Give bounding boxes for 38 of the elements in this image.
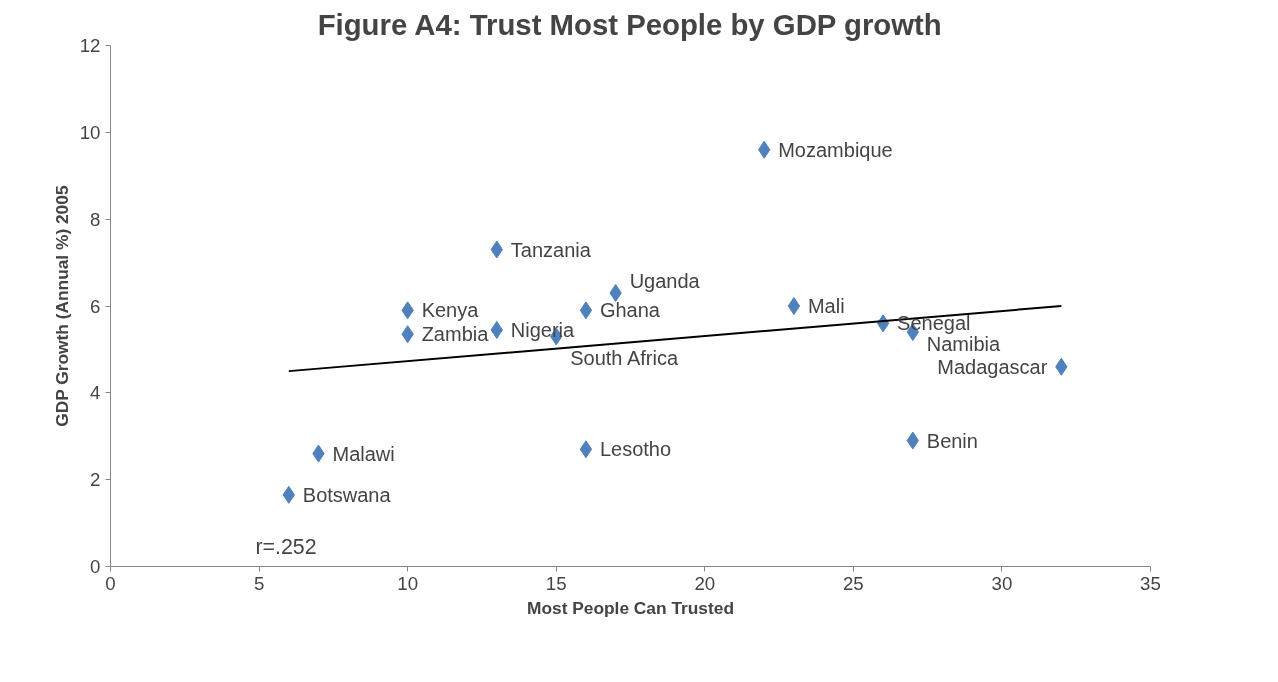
x-tick-label: 10 [397,572,419,594]
annotation: Malawi [332,442,395,465]
x-tick-label: 20 [694,572,716,594]
annotation: Kenya [421,299,480,322]
y-tick-label: 6 [90,295,101,317]
point [787,297,801,315]
y-tick-label: 0 [90,556,101,577]
annotation: Uganda [629,269,701,292]
x-tick-label: 0 [105,572,116,594]
y-tick-label: 10 [79,121,101,143]
chart-title: Figure A4: Trust Most People by GDP growth [317,7,942,41]
annotation: Mozambique [778,138,893,161]
y-tick-label: 4 [90,382,101,404]
annotation: Benin [926,429,978,452]
annotation: Senegal [897,312,971,335]
annotation: Namibia [926,333,1002,356]
y-axis-title: GDP Growth (Annual %) 2005 [51,185,72,427]
x-tick-label: 30 [991,572,1013,594]
y-tick-label: 2 [90,469,101,491]
annotation: South Africa [570,347,679,370]
x-tick-label: 15 [545,572,567,594]
annotation: Zambia [421,323,490,346]
annotation: Nigeria [510,318,576,341]
annotation: Mali [807,295,845,317]
annotation: Lesotho [599,438,672,461]
point [579,440,593,459]
point [579,301,593,320]
x-tick-label: 35 [1140,572,1161,594]
annotation: r=.252 [255,534,317,559]
y-tick-label: 8 [90,208,101,230]
y-tick-label: 12 [79,35,101,56]
x-axis-title: Most People Can Trusted [527,597,735,618]
annotation: Botswana [302,483,392,506]
x-tick-label: 5 [253,572,265,594]
annotation: Madagascar [937,355,1048,378]
annotation: Ghana [599,299,661,322]
x-tick-label: 25 [842,572,864,594]
annotation: Tanzania [510,238,592,261]
